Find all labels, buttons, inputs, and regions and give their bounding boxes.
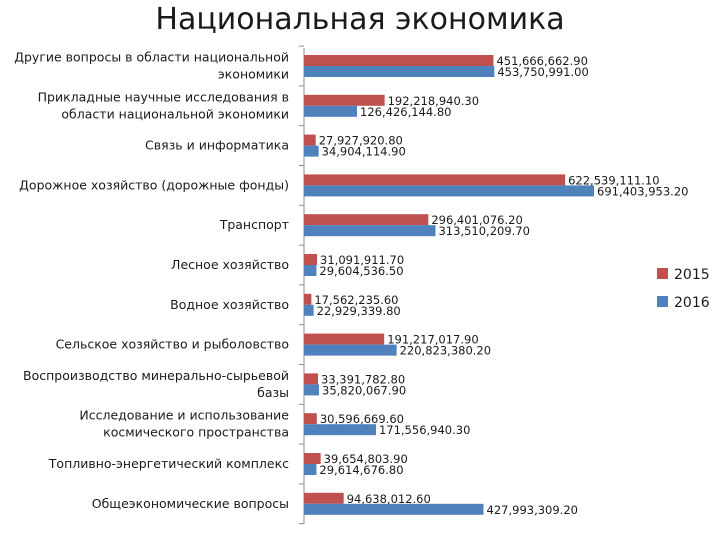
value-label-2016: 171,556,940.30 xyxy=(379,423,470,437)
bar-2016 xyxy=(304,265,317,276)
bar-2016 xyxy=(304,503,484,515)
bar-2016 xyxy=(304,464,317,475)
legend-swatch-2016 xyxy=(657,296,668,307)
value-label-2015: 451,666,662.90 xyxy=(496,54,587,68)
value-label-2016: 126,426,144.80 xyxy=(360,105,451,119)
category-label: Прикладные научные исследования в xyxy=(38,89,289,104)
category-label: Связь и информатика xyxy=(145,138,289,153)
value-label-2015: 622,539,111.10 xyxy=(568,173,659,187)
bar-2016 xyxy=(304,185,594,197)
bar-2016 xyxy=(304,424,376,436)
value-label-2015: 94,638,012.60 xyxy=(347,492,431,506)
bar-2015 xyxy=(304,214,429,226)
category-label: Сельское хозяйство и рыболовство xyxy=(56,337,289,352)
value-label-2015: 33,391,782.80 xyxy=(321,372,405,386)
legend-label-2016: 2016 xyxy=(674,295,710,311)
category-label: Исследование и использование xyxy=(79,408,289,423)
bar-2015 xyxy=(304,134,316,146)
value-label-2016: 313,510,209.70 xyxy=(438,224,529,238)
value-label-2015: 296,401,076.20 xyxy=(431,213,522,227)
bar-2015 xyxy=(304,174,566,186)
bar-2015 xyxy=(304,254,318,265)
bar-2016 xyxy=(304,66,495,77)
bar-2016 xyxy=(304,145,319,157)
category-label: Другие вопросы в области национальной xyxy=(14,50,289,65)
category-label: Транспорт xyxy=(219,217,289,232)
bar-2015 xyxy=(304,492,344,504)
value-label-2016: 220,823,380.20 xyxy=(400,344,491,358)
category-label: Водное хозяйство xyxy=(170,297,289,312)
bar-2016 xyxy=(304,344,397,356)
value-label-2015: 30,596,669.60 xyxy=(320,412,404,426)
value-label-2016: 691,403,953.20 xyxy=(597,184,688,198)
value-label-2015: 31,091,911.70 xyxy=(320,253,404,267)
bar-2015 xyxy=(304,413,317,425)
bar-2016 xyxy=(304,105,358,117)
category-label: Топливно-энергетический комплекс xyxy=(48,456,289,471)
value-label-2016: 35,820,067.90 xyxy=(322,383,406,397)
value-label-2016: 29,614,676.80 xyxy=(319,463,403,477)
category-label: базы xyxy=(257,385,289,400)
bar-2015 xyxy=(304,55,494,66)
value-label-2016: 453,750,991.00 xyxy=(497,65,588,79)
value-label-2016: 22,929,339.80 xyxy=(317,304,401,318)
category-label: Дорожное хозяйство (дорожные фонды) xyxy=(19,177,289,192)
value-label-2015: 39,654,803.90 xyxy=(324,452,408,466)
category-label: Общеэкономические вопросы xyxy=(92,496,289,511)
bar-2015 xyxy=(304,333,385,345)
bar-2016 xyxy=(304,384,320,396)
category-label: Воспроизводство минерально-сырьевой xyxy=(23,368,289,383)
bar-2016 xyxy=(304,225,436,237)
value-label-2016: 427,993,309.20 xyxy=(487,503,578,517)
legend-swatch-2015 xyxy=(657,268,668,279)
category-label: экономики xyxy=(218,67,289,82)
value-label-2015: 192,218,940.30 xyxy=(388,94,479,108)
chart-title: Национальная экономика xyxy=(155,2,565,37)
bar-2015 xyxy=(304,453,321,464)
category-label: области национальной экономики xyxy=(61,106,289,121)
bar-2015 xyxy=(304,94,385,106)
legend-label-2015: 2015 xyxy=(674,267,710,283)
value-label-2016: 29,604,536.50 xyxy=(319,264,403,278)
bar-2015 xyxy=(304,373,319,385)
category-label: космического пространства xyxy=(103,425,289,440)
bar-2016 xyxy=(304,304,314,316)
value-label-2016: 34,904,114.90 xyxy=(322,145,406,159)
value-label-2015: 17,562,235.60 xyxy=(314,293,398,307)
value-label-2015: 27,927,920.80 xyxy=(319,134,403,148)
category-label: Лесное хозяйство xyxy=(171,257,289,272)
bar-2015 xyxy=(304,293,312,305)
value-label-2015: 191,217,017.90 xyxy=(387,333,478,347)
